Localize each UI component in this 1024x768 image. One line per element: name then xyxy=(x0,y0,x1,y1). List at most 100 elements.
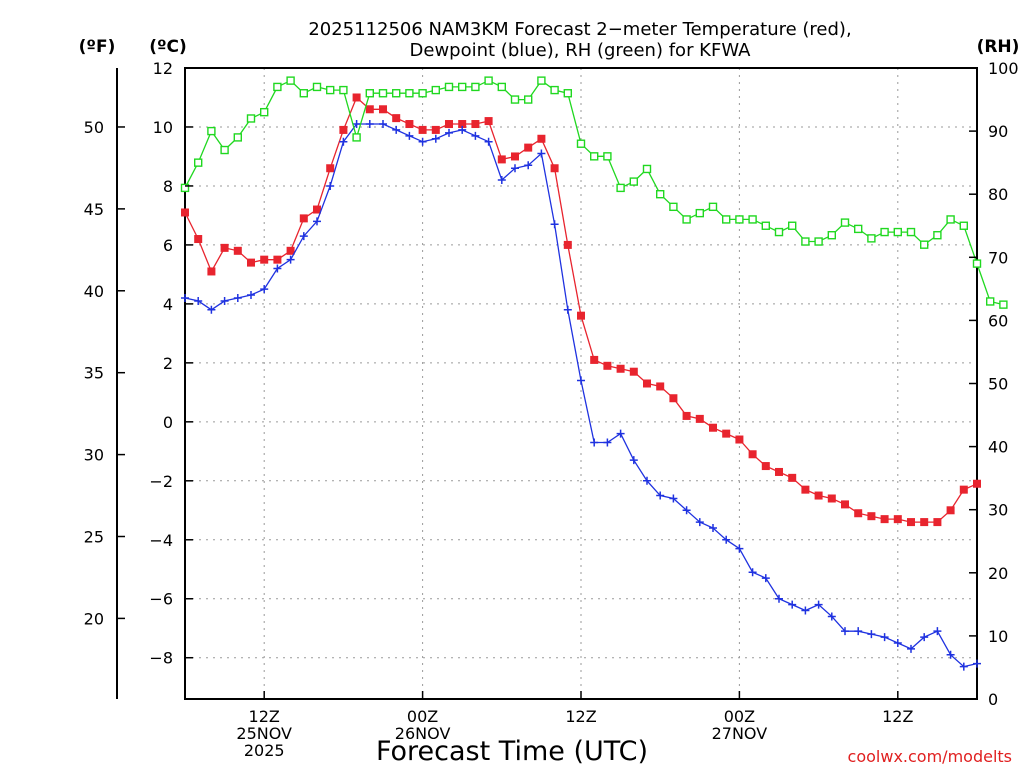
dewpoint-blue-point xyxy=(827,612,836,621)
fahrenheit-tick-label: 20 xyxy=(84,609,104,628)
temperature-red-point xyxy=(379,105,387,114)
dewpoint-blue-point xyxy=(471,131,480,140)
rh-green-point xyxy=(880,227,889,237)
x-tick-label: 27NOV xyxy=(712,724,768,743)
temperature-red-line xyxy=(184,96,978,523)
rh-green-point xyxy=(642,164,652,174)
dewpoint-blue-point xyxy=(299,232,308,241)
rh-green-point xyxy=(959,221,968,230)
temperature-red-point xyxy=(709,423,717,432)
dewpoint-blue-point xyxy=(247,291,255,300)
temperature-red-point xyxy=(801,485,810,494)
tick-labels: 121086420−2−4−6−850454035302520100908070… xyxy=(84,59,1019,760)
temperature-red-point xyxy=(788,473,797,482)
temperature-red-point xyxy=(299,214,308,223)
rh-green-point xyxy=(722,215,731,224)
temperature-red-point xyxy=(339,125,348,134)
temperature-red-point xyxy=(854,509,863,518)
dewpoint-blue-point xyxy=(775,594,783,603)
rh-green-point xyxy=(893,227,902,237)
x-tick-label: 00Z xyxy=(407,707,438,726)
rh-green-point xyxy=(392,89,401,98)
dewpoint-blue-point xyxy=(418,137,427,146)
dewpoint-blue-point xyxy=(854,627,863,636)
temperature-red-point xyxy=(880,515,889,524)
dewpoint-blue-point xyxy=(709,523,717,532)
rh-green-point xyxy=(999,300,1008,309)
rh-green-point xyxy=(312,82,322,92)
dewpoint-blue-point xyxy=(524,161,533,170)
temperature-red-point xyxy=(550,164,559,173)
rh-green-point xyxy=(603,152,612,161)
dewpoint-blue-point xyxy=(497,176,506,185)
temperature-red-point xyxy=(286,246,295,255)
rh-green-point xyxy=(906,227,916,237)
temperature-red-point xyxy=(577,311,585,320)
series-layer xyxy=(180,76,1008,671)
dewpoint-blue-point xyxy=(590,438,599,447)
dewpoint-blue-point xyxy=(511,164,519,173)
rh-green-point xyxy=(220,145,229,155)
x-tick-label: 25NOV xyxy=(236,724,292,743)
dewpoint-blue-point xyxy=(550,220,559,229)
rh-green-point xyxy=(629,177,638,186)
dewpoint-blue-point xyxy=(656,491,665,500)
celsius-tick-label: 0 xyxy=(163,413,173,432)
temperature-red-point xyxy=(629,367,638,376)
rh-green-point xyxy=(708,202,718,212)
dewpoint-blue-point xyxy=(286,255,295,264)
temperature-red-point xyxy=(458,120,467,129)
dewpoint-blue-point xyxy=(431,134,440,143)
rh-green-point xyxy=(576,139,586,148)
rh-tick-label: 10 xyxy=(988,627,1008,646)
rh-green-point xyxy=(735,215,744,224)
x-tick-label: 26NOV xyxy=(395,724,451,743)
rh-tick-label: 100 xyxy=(988,59,1019,78)
rh-green-point xyxy=(933,231,942,240)
dewpoint-blue-point xyxy=(220,296,229,305)
temperature-red-point xyxy=(326,164,335,173)
rh-green-point xyxy=(458,82,467,92)
dewpoint-blue-point xyxy=(867,630,876,639)
temperature-red-point xyxy=(722,429,731,438)
rh-green-series xyxy=(180,76,1008,309)
celsius-tick-label: 10 xyxy=(153,118,173,137)
rh-tick-label: 60 xyxy=(988,311,1008,330)
rh-green-point xyxy=(193,158,203,167)
temperature-red-point xyxy=(484,117,493,126)
temperature-red-point xyxy=(181,208,189,217)
dewpoint-blue-point xyxy=(260,285,269,294)
temperature-red-point xyxy=(748,450,757,459)
rh-green-point xyxy=(669,202,678,212)
dewpoint-blue-point xyxy=(959,662,968,671)
dewpoint-blue-point xyxy=(907,644,915,653)
rh-green-point xyxy=(814,237,823,246)
rh-unit-label: (RH) xyxy=(977,37,1020,57)
rh-green-point xyxy=(260,107,269,117)
temperature-red-point xyxy=(893,515,902,524)
rh-green-point xyxy=(563,89,572,98)
rh-green-point xyxy=(510,95,520,104)
celsius-tick-label: −8 xyxy=(149,649,173,668)
temperature-red-point xyxy=(445,120,453,129)
rh-green-point xyxy=(326,85,335,95)
rh-green-point xyxy=(537,76,546,85)
dewpoint-blue-point xyxy=(801,606,810,615)
dewpoint-blue-point xyxy=(326,181,335,190)
dewpoint-blue-point xyxy=(643,476,651,485)
temperature-red-point xyxy=(959,485,968,494)
rh-green-point xyxy=(748,215,757,224)
celsius-tick-label: −6 xyxy=(149,590,173,609)
rh-green-point xyxy=(444,82,454,92)
temperature-red-point xyxy=(867,512,876,521)
temperature-red-point xyxy=(563,240,572,249)
dewpoint-blue-point xyxy=(814,600,823,609)
rh-green-point xyxy=(207,126,216,136)
rh-green-point xyxy=(497,82,506,92)
rh-tick-label: 40 xyxy=(988,438,1008,457)
temperature-red-point xyxy=(735,435,744,444)
rh-tick-label: 0 xyxy=(988,690,998,709)
dewpoint-blue-point xyxy=(563,305,572,314)
dewpoint-blue-point xyxy=(484,137,493,146)
temperature-red-point xyxy=(537,134,546,143)
